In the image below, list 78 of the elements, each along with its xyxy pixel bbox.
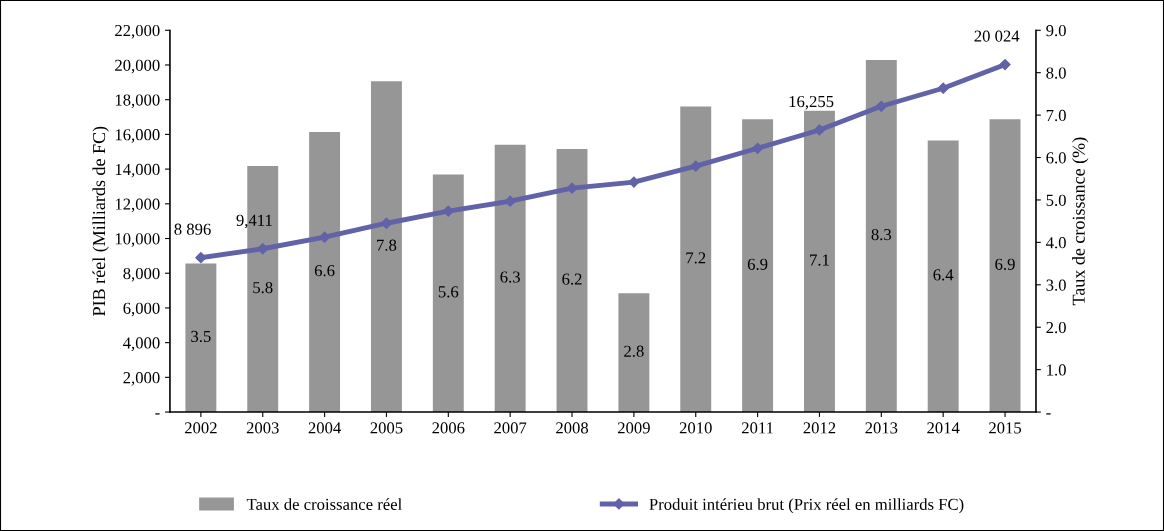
data-label: 6.4 (933, 269, 954, 281)
y-tick-label: - (155, 413, 160, 415)
x-tick-label: 2012 (803, 422, 836, 434)
x-tick-label: 2008 (556, 422, 589, 434)
data-label: 6.6 (314, 265, 335, 277)
bar (432, 174, 464, 413)
y-tick-label: 22,000 (115, 24, 160, 39)
x-tick-label: 2003 (246, 422, 279, 434)
data-label: 8 896 (174, 223, 211, 235)
bar (989, 119, 1021, 413)
point (999, 58, 1011, 71)
data-label: 7.8 (377, 239, 397, 251)
bar (185, 263, 217, 413)
y-tick-label: 20,000 (115, 59, 160, 74)
x-tick-label: 2011 (741, 422, 773, 434)
point (628, 176, 640, 188)
x-tick-label: 2010 (679, 422, 712, 434)
x-tick-label: 2005 (370, 422, 403, 434)
y2-tick-label: 7.0 (1046, 109, 1066, 122)
bar (309, 132, 341, 413)
data-label: 7.2 (686, 252, 706, 264)
bar (680, 106, 712, 413)
data-label: 3.5 (191, 330, 211, 343)
y-tick-label: 18,000 (115, 94, 160, 109)
data-label: 6.9 (747, 258, 768, 270)
point (690, 160, 702, 172)
y-tick-label: 14,000 (115, 163, 160, 178)
y-tick-label: 8,000 (123, 267, 160, 282)
x-tick-label: 2014 (927, 422, 960, 434)
data-label: 5.8 (253, 281, 273, 294)
data-label: 6.2 (562, 273, 582, 285)
y2-tick-label: - (1046, 413, 1051, 415)
legend-label: Produit intérieu brut (Prix réel en milliards FC) (649, 498, 964, 514)
x-tick-label: 2006 (432, 422, 465, 434)
point (937, 82, 949, 94)
point (875, 100, 887, 112)
data-label: 6.9 (995, 258, 1015, 270)
bar (803, 110, 835, 413)
y2-tick-label: 2.0 (1046, 321, 1066, 334)
point (751, 142, 764, 154)
y2-tick-label: 4.0 (1046, 237, 1066, 249)
bar (618, 293, 650, 413)
point (195, 252, 207, 264)
y-tick-label: 12,000 (115, 198, 160, 213)
data-label: 20 024 (974, 30, 1020, 42)
data-label: 8.3 (871, 228, 892, 241)
y2-tick-label: 8.0 (1046, 67, 1066, 79)
x-tick-label: 2002 (184, 422, 217, 434)
bar (927, 140, 959, 413)
y2-axis-title: Taux de croissance (%) (1072, 137, 1089, 306)
y2-tick-label: 6.0 (1046, 152, 1066, 164)
y2-tick-label: 5.0 (1046, 194, 1066, 206)
y-tick-label: 2,000 (123, 372, 160, 386)
point (813, 124, 826, 136)
x-tick-label: 2009 (617, 422, 650, 434)
data-label: 16,255 (789, 95, 834, 110)
y-tick-label: 6,000 (123, 302, 160, 317)
y-tick-label: 16,000 (115, 129, 160, 143)
data-label: 5.6 (438, 286, 459, 298)
x-tick-label: 2013 (865, 422, 898, 434)
x-tick-label: 2015 (989, 422, 1022, 434)
y2-tick-label: 3.0 (1046, 279, 1066, 291)
bar (556, 149, 588, 413)
y2-tick-label: 1.0 (1047, 364, 1066, 376)
x-tick-label: 2007 (494, 422, 527, 434)
bar (865, 59, 897, 413)
y2-tick-label: 9.0 (1046, 24, 1066, 37)
y-axis-title: PIB réel (Milliards de FC) (92, 126, 109, 316)
y-tick-label: 10,000 (115, 233, 160, 247)
x-tick-label: 2004 (308, 422, 341, 434)
legend-label: Taux de croissance réel (246, 498, 402, 510)
data-label: 6.3 (500, 271, 520, 283)
data-label: 2.8 (624, 345, 644, 357)
bar (742, 119, 774, 413)
bar (370, 81, 402, 413)
bar (494, 144, 526, 413)
data-label: 7.1 (810, 254, 829, 266)
y-tick-label: 4,000 (123, 337, 160, 351)
